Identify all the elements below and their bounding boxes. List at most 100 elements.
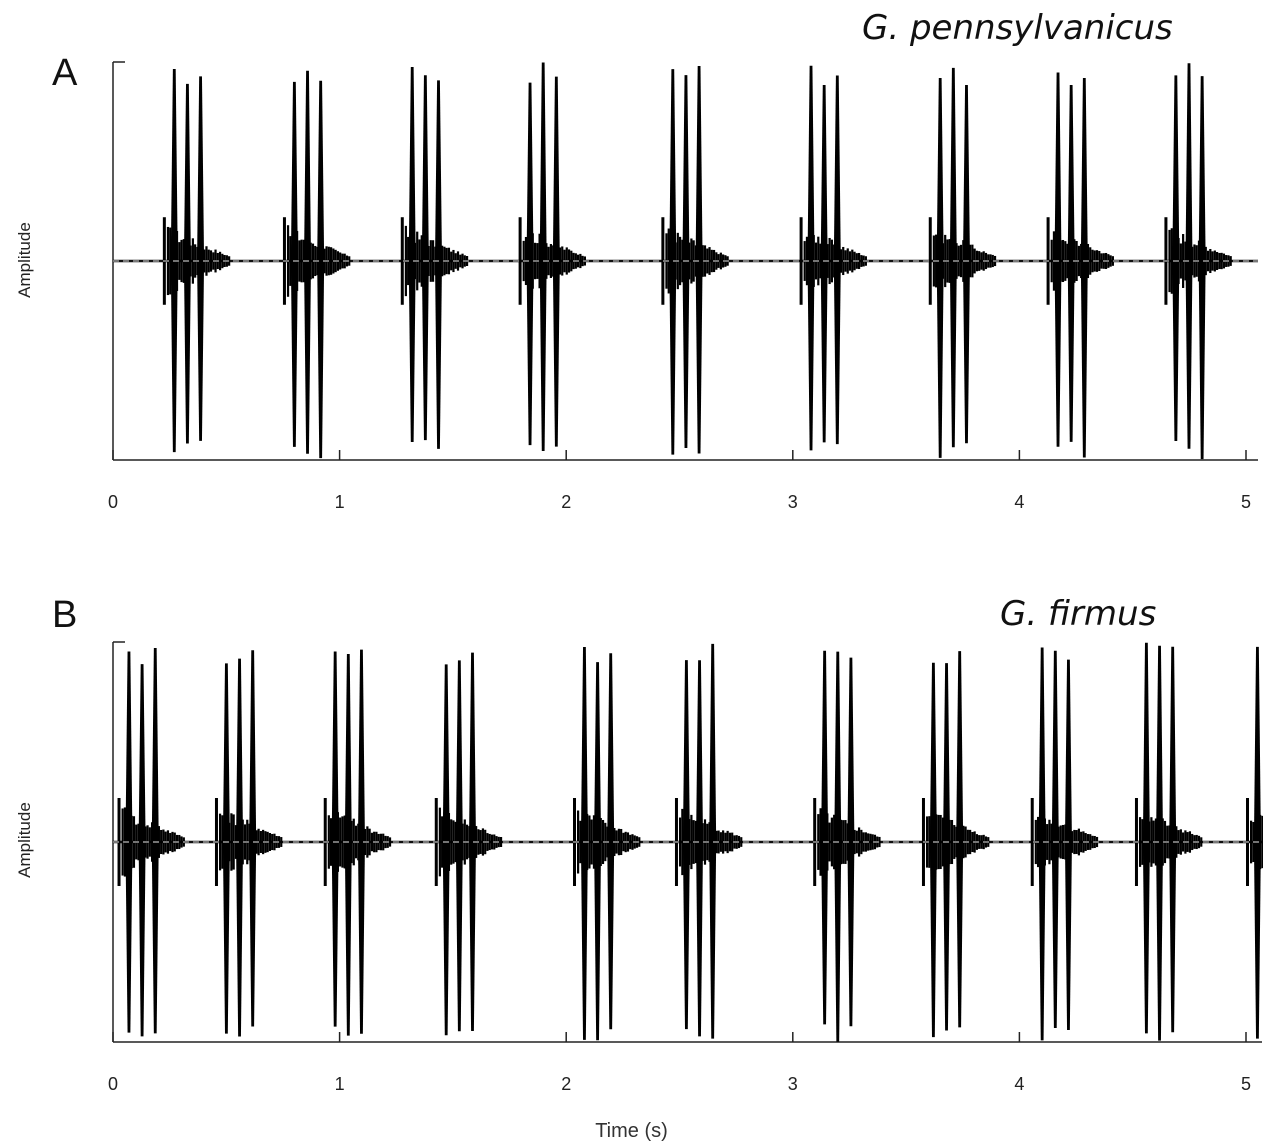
- pulse: [1067, 84, 1075, 442]
- pulse: [580, 646, 588, 1040]
- pulse: [847, 657, 855, 1027]
- pulse: [821, 650, 829, 1025]
- x-tick-label: 1: [335, 1074, 345, 1094]
- pulse: [1168, 229, 1171, 293]
- pulse: [928, 816, 931, 868]
- pulse: [117, 798, 121, 886]
- pulse: [228, 256, 231, 266]
- pulse: [948, 239, 951, 283]
- pulse: [936, 77, 944, 458]
- pulse: [681, 808, 684, 876]
- pulse: [631, 834, 634, 850]
- pulse: [1050, 239, 1053, 283]
- pulse: [344, 654, 352, 1036]
- pulse: [799, 217, 803, 305]
- chart-title: G. firmus: [1000, 594, 1157, 634]
- pulse: [695, 66, 703, 454]
- pulse: [218, 251, 222, 271]
- pulse: [330, 818, 333, 866]
- pulse: [280, 837, 283, 847]
- pulse: [834, 651, 842, 1042]
- pulse: [682, 660, 690, 1030]
- pulse: [1089, 834, 1092, 850]
- pulse: [357, 649, 365, 1034]
- x-tick-label: 4: [1014, 492, 1024, 512]
- pulse: [1048, 819, 1051, 865]
- pulse: [1054, 72, 1062, 447]
- pulse: [678, 817, 682, 867]
- chirp: [282, 70, 351, 459]
- pulse: [943, 663, 951, 1031]
- pulse: [1169, 646, 1177, 1033]
- x-tick-label: 0: [108, 492, 118, 512]
- pulse: [980, 252, 983, 270]
- pulse: [271, 833, 274, 851]
- pulse: [1191, 833, 1194, 851]
- pulse: [1030, 798, 1034, 886]
- pulse: [1250, 820, 1253, 864]
- pulse: [978, 835, 981, 849]
- pulse: [731, 832, 734, 852]
- pulse: [830, 239, 833, 283]
- pulse: [180, 239, 183, 283]
- x-tick-label: 2: [561, 1074, 571, 1094]
- pulse: [1064, 659, 1072, 1030]
- panel-letter: A: [52, 52, 78, 94]
- pulse: [1138, 817, 1142, 867]
- pulse: [690, 814, 693, 870]
- x-tick-label: 0: [108, 1074, 118, 1094]
- pulse: [1261, 815, 1263, 869]
- pulse: [1109, 255, 1112, 267]
- pulse: [151, 647, 159, 1034]
- pulse: [178, 834, 181, 850]
- pulse: [438, 807, 441, 877]
- chirp: [674, 643, 743, 1039]
- pulse: [828, 237, 831, 285]
- pulse: [1170, 228, 1173, 294]
- pulse: [860, 829, 863, 855]
- pulse: [1179, 243, 1182, 279]
- chart-title: G. pennsylvanicus: [862, 8, 1173, 48]
- pulse: [339, 817, 342, 867]
- pulse: [728, 832, 732, 852]
- pulse: [221, 253, 224, 269]
- x-tick-label: 3: [788, 1074, 798, 1094]
- pulse: [539, 62, 547, 452]
- pulse: [408, 66, 416, 443]
- pulse: [1142, 642, 1150, 1034]
- pulse: [488, 833, 491, 851]
- pulse: [348, 256, 351, 266]
- pulse: [1185, 63, 1193, 449]
- pulse: [579, 253, 582, 269]
- pulse: [1179, 829, 1182, 855]
- pulse: [991, 254, 994, 268]
- pulse: [298, 240, 301, 282]
- pulse: [148, 827, 151, 857]
- pulse: [317, 80, 325, 459]
- pulse: [594, 662, 602, 1041]
- chirp: [572, 646, 641, 1041]
- pulse: [978, 251, 981, 271]
- pulse: [1209, 248, 1212, 274]
- waveform-plot: 0 1 2 3 4 5: [108, 61, 1258, 512]
- pulse: [839, 249, 843, 273]
- pulse: [518, 217, 522, 305]
- pulse: [860, 255, 863, 267]
- pulse: [549, 244, 553, 278]
- chirp: [400, 66, 469, 449]
- pulse: [690, 238, 693, 284]
- pulse: [969, 829, 972, 855]
- pulse: [1100, 253, 1103, 269]
- chirp: [1046, 72, 1114, 458]
- pulse: [620, 828, 623, 856]
- pulse: [929, 662, 937, 1038]
- x-tick-label: 2: [561, 492, 571, 512]
- pulse: [479, 830, 482, 854]
- pulse: [1089, 247, 1092, 275]
- pulse: [468, 652, 476, 1032]
- pulse: [121, 808, 124, 876]
- pulse: [1091, 249, 1094, 273]
- pulse: [434, 80, 442, 449]
- pulse: [833, 75, 841, 445]
- pulse: [851, 249, 854, 273]
